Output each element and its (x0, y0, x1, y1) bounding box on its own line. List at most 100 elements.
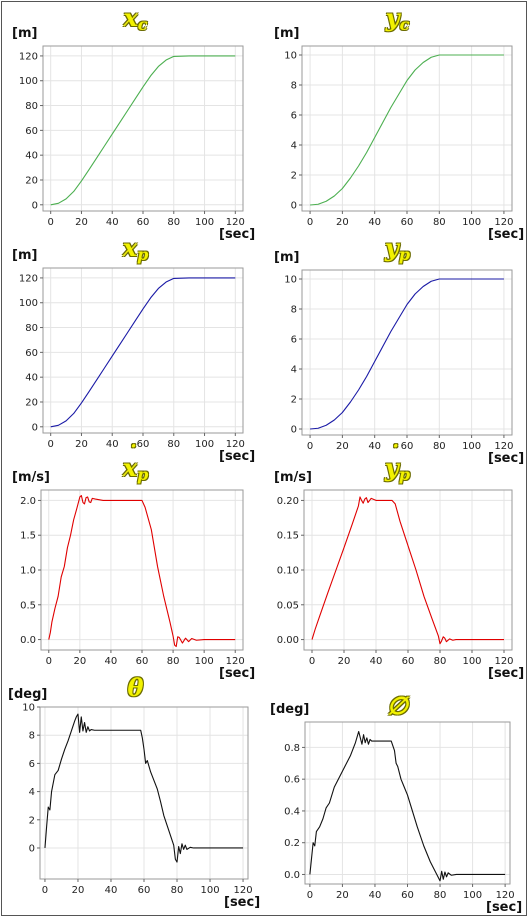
y-tick-label: 1.0 (20, 566, 36, 577)
plot-canvas: 0 20 40 60 80 100 120 0.00 0.05 0.10 0.15 0.20 (277, 489, 514, 667)
x-tick-label: 20 (72, 885, 85, 896)
x-tick-label: 0 (307, 217, 313, 228)
y-tick-label: 6 (291, 335, 297, 346)
y-tick-label: 0.00 (277, 635, 299, 646)
x-tick-label: 20 (336, 217, 349, 228)
x-tick-label: 0 (48, 439, 54, 450)
chart-title: yc (270, 4, 525, 39)
y-tick-label: 0 (32, 422, 38, 433)
x-tick-label: 80 (433, 217, 446, 228)
series-line-yc (310, 54, 504, 206)
x-tick-label: 20 (73, 656, 86, 667)
series-line-xp (50, 277, 236, 428)
chart-title-subscript: c (137, 15, 148, 34)
x-tick-label: 0 (307, 441, 313, 452)
y-tick-label: 0.8 (284, 743, 300, 754)
y-tick-label: 8 (291, 81, 297, 92)
chart-panel-xpdot: x ˙ p [m/s] [sec] 0 20 40 60 80 100 120 0.0 0.5 1.0 1.5… (8, 441, 263, 682)
x-tick-label: 80 (434, 656, 447, 667)
x-tick-label: 60 (401, 441, 414, 452)
x-tick-label: 120 (226, 217, 245, 228)
y-tick-label: 0.05 (277, 600, 299, 611)
x-tick-label: 20 (336, 441, 349, 452)
x-tick-label: 20 (336, 890, 349, 901)
y-tick-label: 20 (25, 175, 38, 186)
x-tick-label: 60 (401, 217, 414, 228)
x-axis-unit: [sec] (488, 666, 525, 681)
x-tick-label: 60 (401, 890, 414, 901)
chart-panel-xp: xp [m] [sec] 0 20 40 60 80 100 120 0 20 40 60 80 100 120 (8, 234, 263, 465)
x-tick-label: 120 (494, 656, 513, 667)
x-tick-label: 40 (105, 885, 118, 896)
x-tick-label: 0 (42, 885, 48, 896)
y-axis-unit: [deg] (8, 687, 48, 702)
x-tick-label: 100 (462, 441, 481, 452)
y-tick-label: 100 (19, 298, 38, 309)
x-tick-label: 120 (226, 439, 245, 450)
y-tick-label: 10 (22, 703, 35, 714)
chart-title: yp (270, 234, 525, 269)
chart-panel-yp: yp [m] [sec] 0 20 40 60 80 100 120 0 2 4 6 8 10 (270, 234, 525, 467)
y-tick-label: 6 (291, 111, 297, 122)
x-tick-label: 60 (402, 656, 415, 667)
chart-title: y ˙ p (270, 441, 525, 489)
x-tick-label: 120 (494, 217, 513, 228)
x-tick-label: 100 (463, 890, 482, 901)
y-tick-label: 4 (291, 141, 297, 152)
chart-title-subscript: p (137, 245, 149, 264)
chart-title: θ (8, 674, 263, 702)
series-line-ypdot (311, 496, 504, 645)
chart-panel-xc: xc [m] [sec] 0 20 40 60 80 100 120 0 20 40 60 80 100 120 (8, 4, 263, 243)
x-axis-unit: [sec] (219, 666, 256, 681)
y-tick-label: 1.5 (20, 531, 36, 542)
plot-canvas: 0 20 40 60 80 100 120 0 2 4 6 8 10 (284, 45, 513, 228)
y-tick-label: 20 (25, 397, 38, 408)
x-axis-unit: [sec] (486, 900, 523, 915)
x-axis-unit: [sec] (488, 451, 525, 466)
series-line-xc (50, 55, 236, 206)
plot-canvas: 0 20 40 60 80 100 120 0.0 0.2 0.4 0.6 0.8 (284, 721, 515, 901)
x-axis-unit: [sec] (224, 895, 261, 910)
x-tick-label: 0 (46, 656, 52, 667)
x-tick-label: 100 (195, 217, 214, 228)
y-tick-label: 0.0 (284, 870, 300, 881)
y-tick-label: 0.4 (284, 806, 300, 817)
y-tick-label: 10 (284, 275, 297, 286)
x-tick-label: 40 (368, 217, 381, 228)
chart-title-dot: ˙ (125, 440, 138, 469)
x-axis-unit: [sec] (219, 227, 256, 242)
x-tick-label: 80 (167, 439, 180, 450)
x-tick-label: 60 (136, 656, 149, 667)
chart-title-symbol: y (385, 3, 400, 32)
x-tick-label: 100 (195, 439, 214, 450)
x-tick-label: 40 (106, 217, 119, 228)
y-tick-label: 120 (19, 51, 38, 62)
x-tick-label: 120 (234, 885, 253, 896)
y-axis-unit: [deg] (270, 702, 310, 717)
x-tick-label: 20 (75, 439, 88, 450)
y-tick-label: 80 (25, 101, 38, 112)
y-tick-label: 0 (291, 201, 297, 212)
x-tick-label: 120 (496, 890, 515, 901)
y-tick-label: 2 (291, 171, 297, 182)
x-tick-label: 40 (105, 656, 118, 667)
x-tick-label: 60 (138, 885, 151, 896)
y-tick-label: 0.2 (284, 838, 300, 849)
x-tick-label: 100 (195, 656, 214, 667)
chart-title-symbol: ∅ (387, 691, 408, 720)
series-line-phi (309, 730, 506, 882)
x-tick-label: 60 (137, 217, 150, 228)
x-axis-unit: [sec] (219, 449, 256, 464)
x-tick-label: 120 (226, 656, 245, 667)
x-tick-label: 60 (137, 439, 150, 450)
x-tick-label: 0 (309, 656, 315, 667)
chart-title-subscript: c (399, 15, 410, 34)
chart-panel-phi: ∅ [deg] [sec] 0 20 40 60 80 100 120 0.0 0.2 0.4 0.6 0.… (270, 680, 525, 916)
y-tick-label: 0 (29, 843, 35, 854)
x-tick-label: 80 (171, 885, 184, 896)
x-tick-label: 20 (338, 656, 351, 667)
x-tick-label: 40 (106, 439, 119, 450)
y-axis-unit: [m] (12, 26, 38, 41)
y-tick-label: 2.0 (20, 496, 36, 507)
